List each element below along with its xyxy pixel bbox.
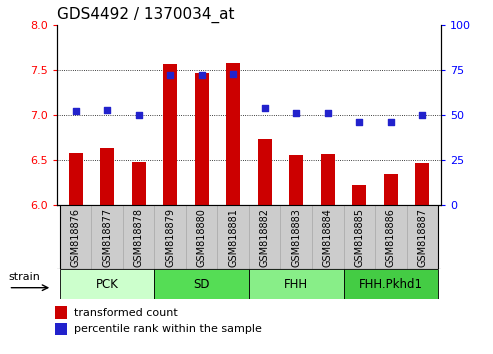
Bar <box>60 205 91 269</box>
Bar <box>154 269 249 299</box>
Bar <box>289 155 303 205</box>
Point <box>198 73 206 78</box>
Text: PCK: PCK <box>96 278 118 291</box>
Point <box>387 119 395 125</box>
Text: percentile rank within the sample: percentile rank within the sample <box>74 324 262 334</box>
Text: GSM818877: GSM818877 <box>102 207 112 267</box>
Point <box>261 105 269 111</box>
Text: FHH.Pkhd1: FHH.Pkhd1 <box>359 278 423 291</box>
Text: SD: SD <box>193 278 210 291</box>
Point <box>71 109 79 114</box>
Point <box>229 71 237 76</box>
Bar <box>352 184 366 205</box>
Bar <box>55 323 67 335</box>
Bar <box>100 148 114 205</box>
Bar <box>217 205 249 269</box>
Text: GSM818881: GSM818881 <box>228 208 238 267</box>
Bar <box>195 73 209 205</box>
Text: strain: strain <box>8 273 40 282</box>
Text: GSM818882: GSM818882 <box>260 208 270 267</box>
Bar <box>249 269 344 299</box>
Bar <box>415 163 429 205</box>
Bar <box>226 63 240 205</box>
Bar <box>186 205 217 269</box>
Bar <box>344 205 375 269</box>
Text: GSM818880: GSM818880 <box>197 208 207 267</box>
Text: FHH: FHH <box>284 278 308 291</box>
Text: GSM818883: GSM818883 <box>291 208 301 267</box>
Bar <box>281 205 312 269</box>
Bar <box>69 153 83 205</box>
Bar <box>249 205 281 269</box>
Bar <box>123 205 154 269</box>
Bar <box>132 162 146 205</box>
Point <box>292 110 300 116</box>
Bar <box>320 154 335 205</box>
Bar <box>312 205 344 269</box>
Point <box>355 119 363 125</box>
Text: GSM818878: GSM818878 <box>134 208 143 267</box>
Bar <box>375 205 407 269</box>
Text: GSM818887: GSM818887 <box>417 208 427 267</box>
Point <box>324 110 332 116</box>
Point <box>103 107 111 113</box>
Text: transformed count: transformed count <box>74 308 178 318</box>
Bar <box>154 205 186 269</box>
Text: GDS4492 / 1370034_at: GDS4492 / 1370034_at <box>57 7 234 23</box>
Text: GSM818885: GSM818885 <box>354 208 364 267</box>
Text: GSM818876: GSM818876 <box>70 208 81 267</box>
Bar <box>60 269 154 299</box>
Bar <box>55 306 67 319</box>
Bar <box>258 139 272 205</box>
Bar <box>407 205 438 269</box>
Bar <box>344 269 438 299</box>
Text: GSM818884: GSM818884 <box>323 208 333 267</box>
Text: GSM818886: GSM818886 <box>386 208 396 267</box>
Point <box>166 73 174 78</box>
Text: GSM818879: GSM818879 <box>165 208 175 267</box>
Bar <box>91 205 123 269</box>
Bar <box>384 174 398 205</box>
Point <box>135 112 142 118</box>
Bar <box>163 64 177 205</box>
Point <box>419 112 426 118</box>
